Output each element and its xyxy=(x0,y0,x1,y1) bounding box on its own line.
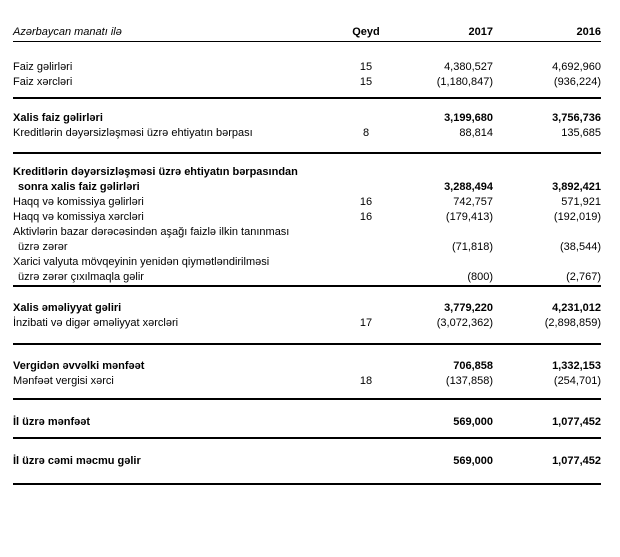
row-label-line: Kreditlərin dəyərsizləşməsi üzrə ehtiyat… xyxy=(13,127,253,139)
row-label-line: Faiz gəlirləri xyxy=(13,61,73,73)
row-label: İnzibati və digər əməliyyat xərcləri xyxy=(13,316,348,331)
table-row: Faiz xərcləri 15 (1,180,847) (936,224) xyxy=(13,75,601,90)
value-2017: (71,818) xyxy=(452,241,493,253)
header-currency-label: Azərbaycan manatı ilə xyxy=(13,26,122,38)
table-row: İnzibati və digər əməliyyat xərcləri 17 (3… xyxy=(13,316,601,331)
row-label-line: Faiz xərcləri xyxy=(13,76,73,88)
header-year-2017: 2017 xyxy=(468,26,493,38)
row-label-line: üzrə zərər çıxılmaqla gəlir xyxy=(18,271,144,283)
table-row: İl üzrə cəmi məcmu gəlir 569,000 1,077,452 xyxy=(13,454,601,469)
value-2017: 3,779,220 xyxy=(444,302,493,314)
value-2017: (800) xyxy=(467,271,493,283)
row-label-line: İl üzrə cəmi məcmu gəlir xyxy=(13,455,141,467)
row-label: Aktivlərin bazar dərəcəsindən aşağı faiz… xyxy=(13,225,348,255)
table-row: Kreditlərin dəyərsizləşməsi üzrə ehtiyat… xyxy=(13,165,601,195)
row-label-line: Xalis faiz gəlirləri xyxy=(13,112,103,124)
row-label-line: sonra xalis faiz gəlirləri xyxy=(18,181,140,193)
row-label-line: Mənfəət vergisi xərci xyxy=(13,375,114,387)
value-2016: 1,077,452 xyxy=(552,455,601,467)
row-note-number: 15 xyxy=(359,76,373,88)
row-label-line: İl üzrə mənfəət xyxy=(13,416,91,428)
row-label-line: Kreditlərin dəyərsizləşməsi üzrə ehtiyat… xyxy=(13,166,298,178)
value-2016: (38,544) xyxy=(560,241,601,253)
value-2016: (2,767) xyxy=(566,271,601,283)
row-label-line: üzrə zərər xyxy=(18,241,68,253)
row-label: Faiz xərcləri xyxy=(13,75,348,90)
value-2016: (2,898,859) xyxy=(544,317,601,329)
value-2016: 571,921 xyxy=(561,196,601,208)
row-label: Vergidən əvvəlki mənfəət xyxy=(13,359,348,374)
header-note-column: Qeyd xyxy=(352,26,380,38)
value-2016: 4,692,960 xyxy=(552,61,601,73)
value-2017: 569,000 xyxy=(453,455,493,467)
row-label: Xalis faiz gəlirləri xyxy=(13,111,348,126)
table-row: Mənfəət vergisi xərci 18 (137,858) (254,701… xyxy=(13,374,601,389)
table-row: Kreditlərin dəyərsizləşməsi üzrə ehtiyat… xyxy=(13,126,601,141)
row-label: Xalis əməliyyat gəliri xyxy=(13,301,348,316)
income-statement: Azərbaycan manatı ilə Qeyd 2017 2016 Fai… xyxy=(13,25,601,485)
table-row: Faiz gəlirləri 15 4,380,527 4,692,960 xyxy=(13,60,601,75)
row-label: Kreditlərin dəyərsizləşməsi üzrə ehtiyat… xyxy=(13,165,348,195)
row-label-line: Haqq və komissiya xərcləri xyxy=(13,211,144,223)
value-2016: 135,685 xyxy=(561,127,601,139)
table-header: Azərbaycan manatı ilə Qeyd 2017 2016 xyxy=(13,25,601,42)
statement-section: Kreditlərin dəyərsizləşməsi üzrə ehtiyat… xyxy=(13,154,601,287)
table-row: Xalis əməliyyat gəliri 3,779,220 4,231,012 xyxy=(13,301,601,316)
row-label-line: Vergidən əvvəlki mənfəət xyxy=(13,360,145,372)
row-label: Faiz gəlirləri xyxy=(13,60,348,75)
statement-section: Xalis əməliyyat gəliri 3,779,220 4,231,012… xyxy=(13,287,601,345)
row-label: Haqq və komissiya gəlirləri xyxy=(13,195,348,210)
value-2016: (936,224) xyxy=(553,76,601,88)
row-note-number: 8 xyxy=(362,127,370,139)
value-2016: 1,077,452 xyxy=(552,416,601,428)
table-row: Haqq və komissiya gəlirləri 16 742,757 571,… xyxy=(13,195,601,210)
row-note-number: 15 xyxy=(359,61,373,73)
row-label-line: İnzibati və digər əməliyyat xərcləri xyxy=(13,317,179,329)
value-2016: 4,231,012 xyxy=(552,302,601,314)
statement-section: Faiz gəlirləri 15 4,380,527 4,692,960 Faiz x… xyxy=(13,42,601,99)
value-2016: 1,332,153 xyxy=(552,360,601,372)
statement-section: Vergidən əvvəlki mənfəət 706,858 1,332,153… xyxy=(13,345,601,400)
row-note-number: 16 xyxy=(359,196,373,208)
statement-body: Faiz gəlirləri 15 4,380,527 4,692,960 Faiz x… xyxy=(13,42,601,485)
row-note-number: 18 xyxy=(359,375,373,387)
value-2017: 3,288,494 xyxy=(444,181,493,193)
value-2017: (179,413) xyxy=(445,211,493,223)
row-label-line: Xarici valyuta mövqeyinin yenidən qiymət… xyxy=(13,256,270,268)
value-2017: (3,072,362) xyxy=(436,317,493,329)
table-row: Xalis faiz gəlirləri 3,199,680 3,756,736 xyxy=(13,111,601,126)
header-year-2016: 2016 xyxy=(576,26,601,38)
statement-section: Xalis faiz gəlirləri 3,199,680 3,756,736 Kr… xyxy=(13,99,601,154)
row-label: Mənfəət vergisi xərci xyxy=(13,374,348,389)
table-row: Vergidən əvvəlki mənfəət 706,858 1,332,153 xyxy=(13,359,601,374)
row-label: İl üzrə cəmi məcmu gəlir xyxy=(13,454,348,469)
row-label-line: Haqq və komissiya gəlirləri xyxy=(13,196,144,208)
statement-section: İl üzrə cəmi məcmu gəlir 569,000 1,077,452 xyxy=(13,439,601,485)
row-label: Haqq və komissiya xərcləri xyxy=(13,210,348,225)
table-row: Haqq və komissiya xərcləri 16 (179,413) (19… xyxy=(13,210,601,225)
row-label: İl üzrə mənfəət xyxy=(13,415,348,430)
value-2016: 3,756,736 xyxy=(552,112,601,124)
table-row: İl üzrə mənfəət 569,000 1,077,452 xyxy=(13,415,601,430)
table-row: Xarici valyuta mövqeyinin yenidən qiymət… xyxy=(13,255,601,285)
value-2017: 569,000 xyxy=(453,416,493,428)
value-2016: 3,892,421 xyxy=(552,181,601,193)
row-note-number: 16 xyxy=(359,211,373,223)
value-2017: 88,814 xyxy=(459,127,493,139)
row-note-number: 17 xyxy=(359,317,373,329)
value-2016: (192,019) xyxy=(553,211,601,223)
value-2017: 4,380,527 xyxy=(444,61,493,73)
value-2017: (137,858) xyxy=(445,375,493,387)
row-label-line: Xalis əməliyyat gəliri xyxy=(13,302,122,314)
value-2017: (1,180,847) xyxy=(436,76,493,88)
value-2017: 742,757 xyxy=(453,196,493,208)
value-2017: 3,199,680 xyxy=(444,112,493,124)
value-2016: (254,701) xyxy=(553,375,601,387)
table-row: Aktivlərin bazar dərəcəsindən aşağı faiz… xyxy=(13,225,601,255)
statement-section: İl üzrə mənfəət 569,000 1,077,452 xyxy=(13,400,601,439)
row-label: Xarici valyuta mövqeyinin yenidən qiymət… xyxy=(13,255,348,285)
row-label-line: Aktivlərin bazar dərəcəsindən aşağı faiz… xyxy=(13,226,290,238)
row-label: Kreditlərin dəyərsizləşməsi üzrə ehtiyat… xyxy=(13,126,348,141)
value-2017: 706,858 xyxy=(453,360,493,372)
